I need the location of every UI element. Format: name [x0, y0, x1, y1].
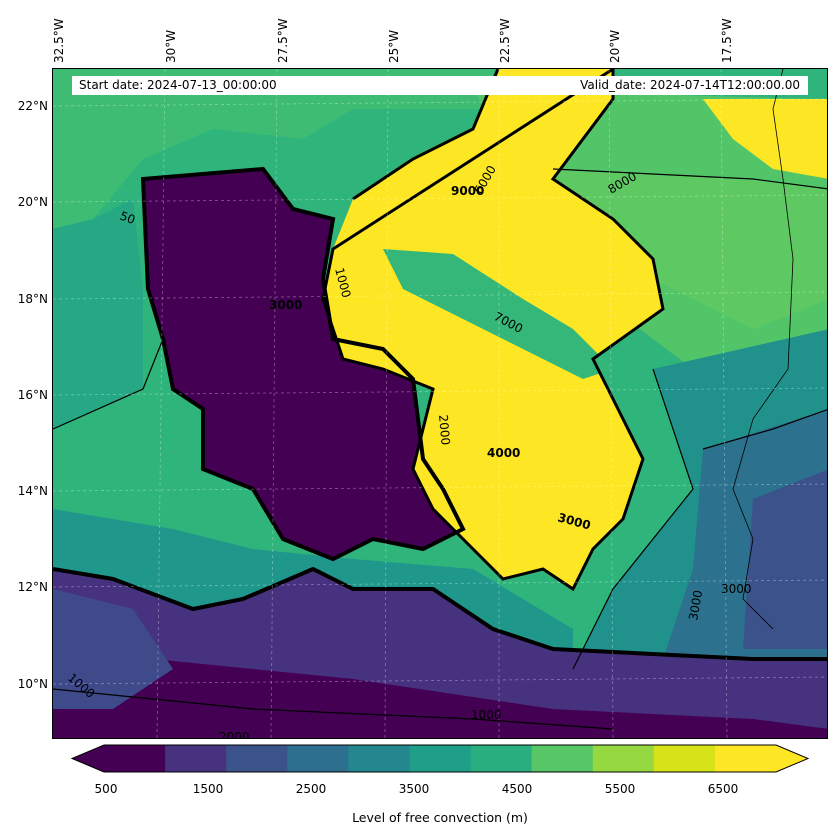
field-purple-center — [143, 169, 463, 559]
lon-label-20w: 20°W — [608, 29, 622, 63]
contour-thin-3 — [53, 688, 614, 730]
colorbar-tick-4500: 4500 — [501, 782, 533, 796]
colorbar-tick-5500: 5500 — [604, 782, 636, 796]
contour-label-3000-a: 3000 — [269, 298, 302, 312]
colorbar-segment — [165, 745, 227, 772]
field-yellow-ne — [703, 99, 827, 179]
colorbar-tick-1500: 1500 — [192, 782, 224, 796]
contour-thin-4 — [702, 409, 827, 450]
contour-thick-south — [53, 566, 827, 661]
contour-label-9000: 9000 — [451, 184, 484, 198]
contour-label-3000-d: 3000 — [721, 582, 752, 596]
contour-label-2000-b: 2000 — [219, 730, 250, 739]
lfc-contour-map: 50 3000 1000 7000 2000 4000 3000 8000 30… — [53, 69, 827, 739]
colorbar-segment — [531, 745, 594, 772]
colorbar-tick-500: 500 — [94, 782, 118, 796]
lon-label-27-5w: 27.5°W — [276, 18, 290, 63]
map-panel: 50 3000 1000 7000 2000 4000 3000 8000 30… — [52, 68, 828, 739]
field-lightgreen — [553, 169, 827, 329]
contour-thick-yellow — [321, 69, 665, 592]
field-darkest-south — [53, 629, 827, 738]
lat-label-14n: 14°N — [17, 484, 48, 498]
colorbar-tick-6500: 6500 — [707, 782, 739, 796]
colorbar-tick-3500: 3500 — [398, 782, 430, 796]
colorbar-segment — [470, 745, 533, 772]
contour-label-4000: 4000 — [487, 446, 520, 460]
colorbar-outline — [70, 744, 810, 773]
contour-thin-1 — [53, 338, 164, 430]
lat-label-20n: 20°N — [17, 195, 48, 209]
gridlines — [53, 69, 827, 738]
lat-label-16n: 16°N — [17, 388, 48, 402]
field-dark-sw — [53, 589, 173, 709]
colorbar-segment — [287, 745, 349, 772]
coastline — [732, 69, 794, 630]
lat-label-10n: 10°N — [17, 677, 48, 691]
colorbar-segment — [592, 745, 655, 772]
lon-label-25w: 25°W — [387, 29, 401, 63]
contour-thick-purple — [140, 166, 466, 562]
field-green-nw — [53, 69, 493, 229]
lat-label-18n: 18°N — [17, 292, 48, 306]
colorbar-segment — [714, 745, 777, 772]
lat-label-12n: 12°N — [17, 580, 48, 594]
lon-label-17-5w: 17.5°W — [720, 18, 734, 63]
contour-label-50: 50 — [118, 209, 137, 227]
lon-label-32-5w: 32.5°W — [52, 18, 66, 63]
contour-label-1000-b: 1000 — [471, 708, 502, 722]
colorbar-segment — [409, 745, 472, 772]
lon-label-22-5w: 22.5°W — [498, 18, 512, 63]
colorbar-under-extension — [72, 745, 104, 772]
field-green-island — [383, 249, 613, 379]
colorbar — [70, 744, 810, 773]
lat-label-22n: 22°N — [17, 99, 48, 113]
colorbar-segment — [653, 745, 716, 772]
field-blue-se2 — [743, 469, 827, 649]
field-teal-w — [53, 199, 143, 429]
colorbar-label: Level of free convection (m) — [352, 810, 528, 825]
colorbar-segment — [348, 745, 410, 772]
colorbar-tick-2500: 2500 — [295, 782, 327, 796]
contour-thin-5 — [552, 168, 827, 190]
contour-label-2000-a: 2000 — [436, 414, 453, 446]
contour-label-3000-c: 3000 — [686, 589, 705, 622]
start-date-text: Start date: 2024-07-13_00:00:00 — [79, 78, 277, 92]
colorbar-segment — [226, 745, 288, 772]
date-info-bar: Start date: 2024-07-13_00:00:00 Valid_da… — [72, 76, 808, 95]
colorbar-over-extension — [776, 745, 808, 772]
contour-thin-2 — [572, 368, 694, 670]
valid-date-text: Valid_date: 2024-07-14T12:00:00.00 — [580, 78, 800, 92]
lon-label-30w: 30°W — [164, 29, 178, 63]
colorbar-segment — [104, 745, 166, 772]
